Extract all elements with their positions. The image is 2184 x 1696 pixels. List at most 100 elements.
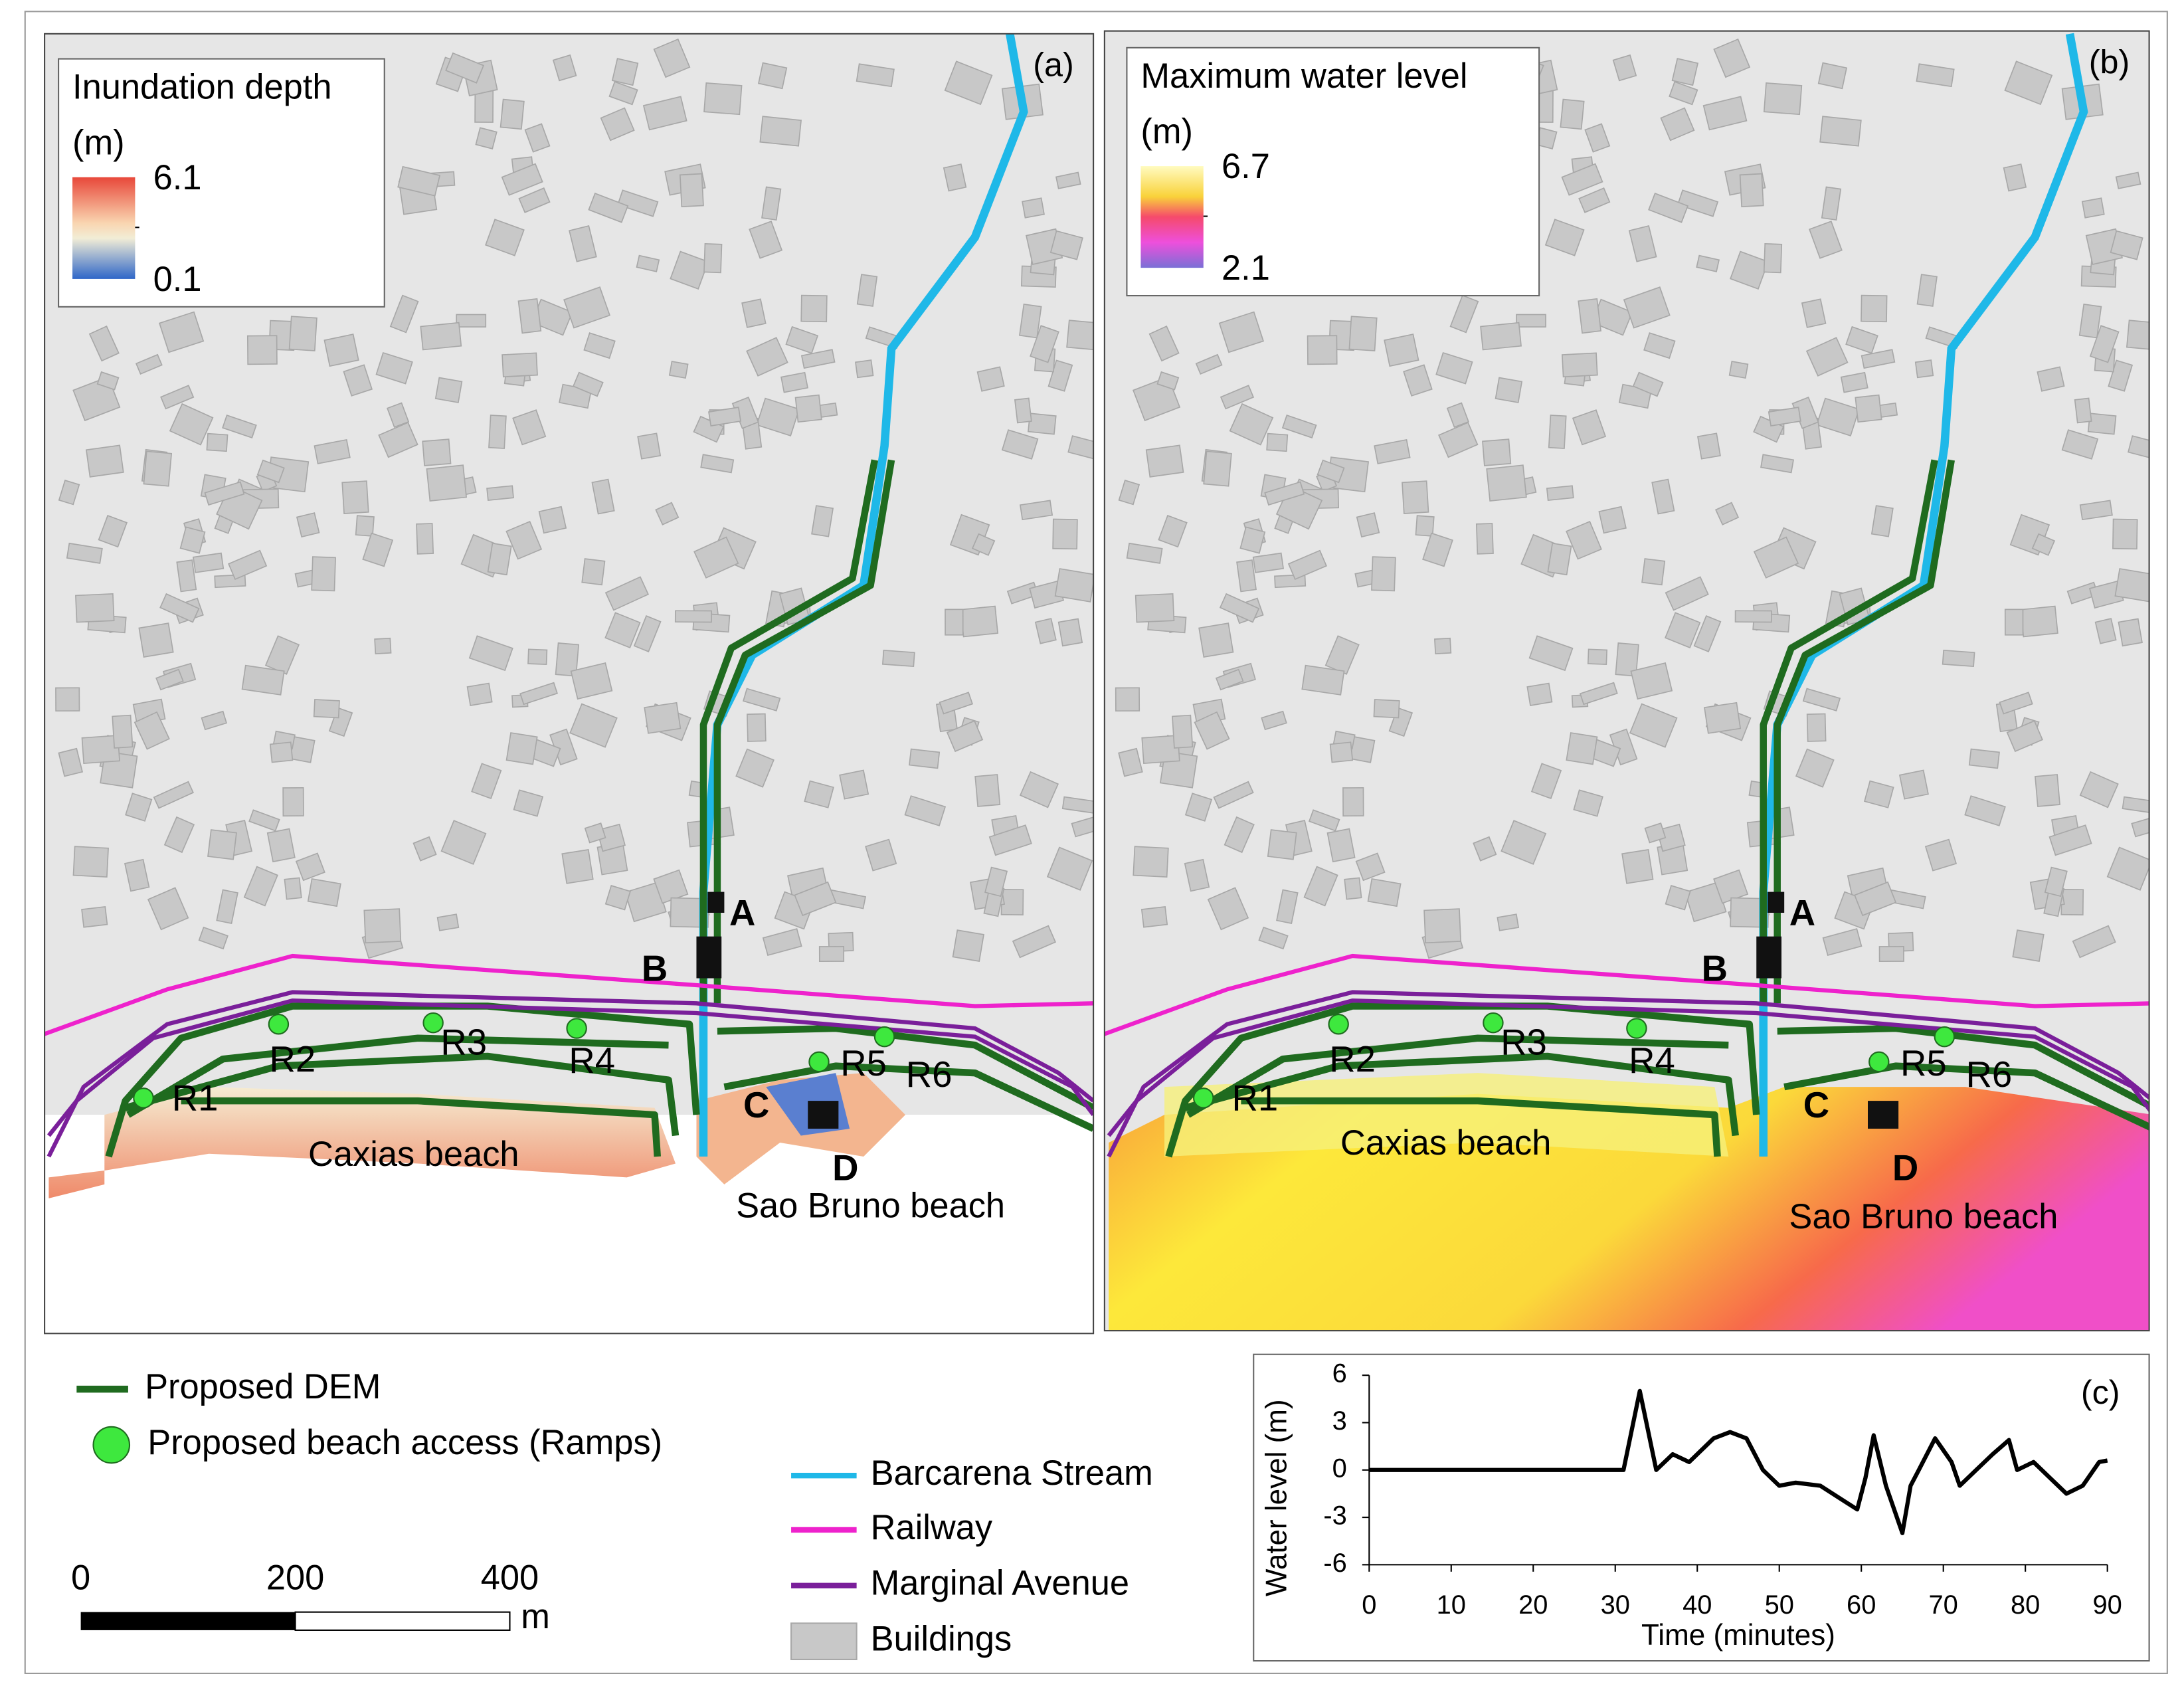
- ramp: [566, 1018, 587, 1039]
- building: [943, 163, 967, 192]
- building: [2048, 824, 2092, 856]
- building: [1669, 80, 1698, 106]
- building: [1172, 714, 1194, 749]
- building: [1342, 787, 1364, 817]
- building: [1373, 699, 1400, 719]
- building: [1158, 514, 1188, 548]
- building: [1768, 407, 1801, 426]
- building: [1118, 747, 1143, 777]
- railway: [1104, 953, 2149, 1036]
- building: [1034, 618, 1057, 644]
- building: [505, 520, 543, 560]
- building: [1693, 615, 1722, 652]
- building: [2074, 397, 2092, 424]
- building: [1054, 568, 1094, 603]
- building: [1730, 897, 1770, 928]
- building: [1071, 816, 1094, 838]
- building: [222, 415, 257, 439]
- building: [88, 326, 120, 362]
- building: [2003, 163, 2027, 192]
- x-tick-label: 0: [1362, 1590, 1376, 1620]
- building: [708, 407, 742, 426]
- building: [134, 711, 170, 750]
- building: [1544, 219, 1585, 256]
- scale-bar-filled: [80, 1612, 296, 1630]
- building: [1696, 432, 1721, 460]
- building: [762, 928, 802, 957]
- building: [296, 512, 320, 538]
- building: [160, 385, 195, 410]
- building: [855, 359, 874, 379]
- building: [1898, 769, 1929, 800]
- proposed-dem: [1760, 459, 1938, 1004]
- building: [1317, 459, 1345, 484]
- ramp-label: R2: [1329, 1039, 1376, 1080]
- x-tick-label: 90: [2093, 1590, 2122, 1620]
- proposed-dem: [723, 1062, 1094, 1132]
- building: [1861, 294, 1888, 323]
- colorbar-max: 6.1: [153, 159, 202, 197]
- building: [617, 189, 659, 217]
- building: [881, 650, 915, 668]
- proposed-dem: [699, 459, 879, 1004]
- building: [1475, 523, 1494, 555]
- building: [416, 523, 434, 555]
- legend-label: Proposed beach access (Ramps): [147, 1424, 662, 1462]
- legend-title: Inundation depth: [72, 68, 332, 107]
- building: [513, 789, 544, 817]
- building: [1816, 397, 1860, 436]
- building: [135, 353, 163, 375]
- building: [1281, 415, 1317, 439]
- legend-label: Railway: [871, 1509, 993, 1547]
- structure: [1756, 936, 1781, 979]
- building: [804, 780, 834, 808]
- building: [1207, 887, 1249, 931]
- building: [1704, 702, 1742, 734]
- building: [1566, 520, 1602, 560]
- building: [1276, 889, 1299, 924]
- building: [1118, 480, 1140, 506]
- building: [703, 243, 723, 274]
- ramp: [1934, 1026, 1956, 1048]
- ramp-label: R4: [1629, 1040, 1675, 1081]
- structure: [696, 936, 722, 979]
- building: [2037, 366, 2065, 392]
- building: [501, 163, 543, 196]
- building: [72, 846, 109, 878]
- building: [1530, 763, 1562, 800]
- building: [422, 438, 452, 466]
- building: [158, 311, 205, 353]
- legend: Proposed DEM Proposed beach access (Ramps…: [71, 1368, 1153, 1661]
- building: [1628, 225, 1657, 262]
- building: [307, 878, 341, 907]
- building: [1229, 403, 1274, 446]
- proposed-dem: [1241, 1097, 1721, 1157]
- ramp: [268, 1014, 290, 1035]
- building: [445, 52, 484, 84]
- building: [1486, 464, 1527, 502]
- building: [527, 648, 548, 665]
- y-tick-label: -6: [1323, 1549, 1346, 1578]
- building: [1267, 829, 1297, 860]
- building: [1641, 558, 1666, 586]
- building: [1714, 502, 1740, 525]
- building: [1665, 885, 1691, 911]
- building: [1999, 692, 2033, 715]
- building: [201, 710, 228, 731]
- building: [284, 877, 302, 900]
- building: [1630, 662, 1673, 700]
- building: [387, 402, 410, 428]
- building: [1384, 333, 1419, 367]
- building: [1224, 816, 1255, 854]
- building: [1802, 688, 1841, 711]
- map-panels: R1 R2 R3 R4 R5 R6 A B C D Caxias beach Sao Bruno be…: [44, 30, 2150, 1335]
- building: [839, 769, 869, 800]
- x-tick-label: 70: [1929, 1590, 1958, 1620]
- building: [426, 464, 468, 502]
- building: [524, 123, 551, 153]
- building: [800, 294, 828, 323]
- building: [1388, 707, 1413, 737]
- ramp-label: R5: [1900, 1043, 1947, 1084]
- proposed-dem: [717, 1024, 1094, 1111]
- site-label: A: [1789, 893, 1815, 933]
